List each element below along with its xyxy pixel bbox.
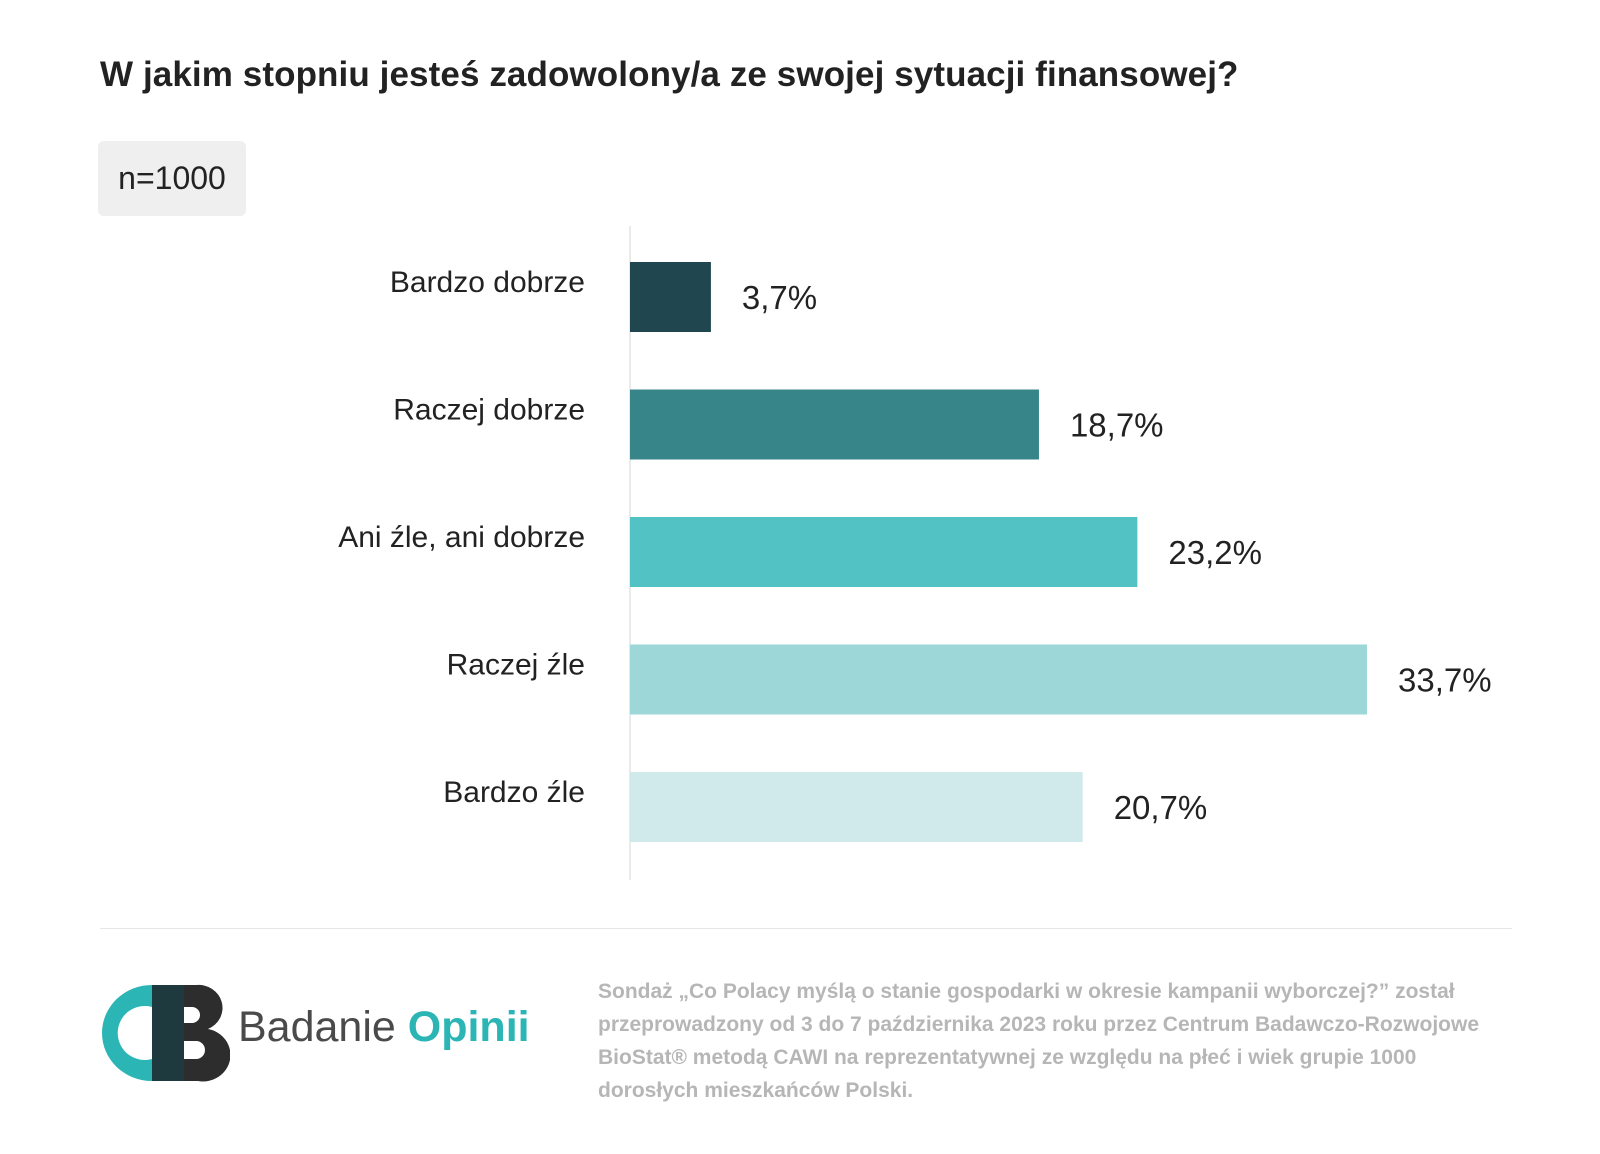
ob-logo-icon [102, 984, 230, 1082]
value-label: 18,7% [1070, 407, 1164, 444]
category-label: Bardzo źle [443, 776, 585, 809]
value-label: 3,7% [742, 279, 817, 316]
bar-0 [630, 262, 711, 332]
survey-footnote: Sondaż „Co Polacy myślą o stanie gospoda… [598, 980, 1479, 1102]
value-label: 20,7% [1114, 789, 1208, 826]
value-label: 33,7% [1398, 662, 1492, 699]
bar-1 [630, 389, 1039, 460]
bar-3 [630, 644, 1367, 715]
logo-word-badanie: Badanie [238, 1003, 396, 1051]
logo-wordmark: Badanie Opinii [238, 1003, 530, 1052]
bar-chart: Bardzo dobrze 3,7% Raczej dobrze 18,7% Ani ź… [338, 226, 1492, 880]
category-label: Raczej dobrze [393, 394, 585, 427]
bar-2 [630, 517, 1138, 587]
value-label: 23,2% [1168, 534, 1262, 571]
footer-divider [100, 928, 1512, 929]
logo-word-opinii: Opinii [407, 1003, 530, 1051]
chart-title: W jakim stopniu jesteś zadowolony/a ze s… [100, 55, 1239, 94]
badanie-opinii-logo: Badanie Opinii [100, 983, 540, 1083]
category-label: Bardzo dobrze [390, 266, 585, 299]
bar-4 [630, 772, 1083, 842]
sample-size-badge: n=1000 [98, 141, 246, 216]
category-label: Ani źle, ani dobrze [338, 521, 585, 554]
category-label: Raczej źle [447, 649, 585, 682]
